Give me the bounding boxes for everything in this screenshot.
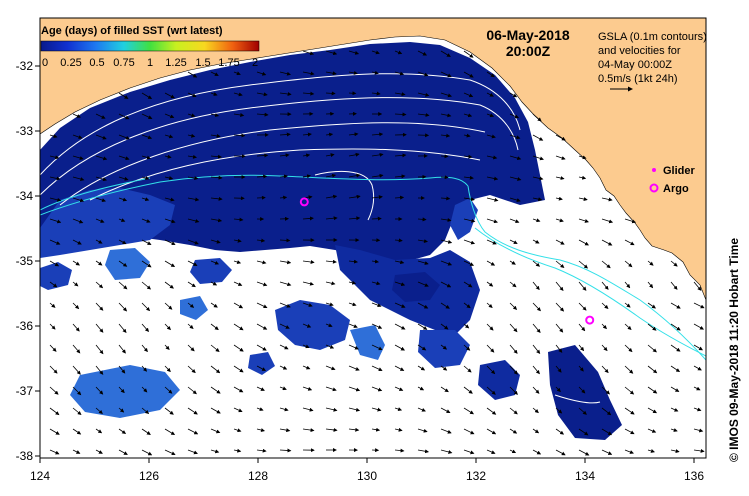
gsla-line: 0.5m/s (1kt 24h): [598, 73, 677, 85]
legend-title: Age (days) of filled SST (wrt latest): [41, 25, 223, 37]
x-tick-label: 130: [357, 469, 377, 483]
glider-label: Glider: [663, 165, 696, 177]
legend-colorbar: [41, 41, 259, 51]
x-tick-label: 128: [248, 469, 268, 483]
credit-text: © IMOS 09-May-2018 11:20 Hobart Time: [727, 238, 741, 462]
legend-tick: 1.5: [195, 57, 210, 69]
y-axis: -32 -33 -34 -35 -36 -37 -38: [16, 59, 40, 463]
map-time: 20:00Z: [506, 43, 551, 59]
velocity-arrow: [349, 93, 356, 94]
y-tick-label: -32: [16, 59, 34, 73]
gsla-line: 04-May 00:00Z: [598, 59, 672, 71]
x-tick-label: 134: [575, 469, 595, 483]
y-tick-label: -38: [16, 449, 34, 463]
legend-tick: 0: [42, 57, 48, 69]
y-tick-label: -35: [16, 254, 34, 268]
velocity-arrow: [372, 219, 381, 220]
velocity-arrow: [441, 156, 448, 157]
legend-tick: 1: [147, 57, 153, 69]
x-axis: 124 126 128 130 132 134 136: [30, 458, 704, 483]
legend-tick: 0.25: [60, 57, 81, 69]
argo-label: Argo: [663, 183, 689, 195]
legend-tick: 0.5: [89, 57, 104, 69]
gsla-line: GSLA (0.1m contours): [598, 31, 707, 43]
gsla-line: and velocities for: [598, 45, 681, 57]
y-tick-label: -33: [16, 124, 34, 138]
x-tick-label: 132: [466, 469, 486, 483]
map-date: 06-May-2018: [486, 27, 569, 43]
glider-icon: [652, 168, 656, 172]
y-tick-label: -34: [16, 189, 34, 203]
x-tick-label: 126: [139, 469, 159, 483]
y-tick-label: -36: [16, 319, 34, 333]
legend-tick: 2: [252, 57, 258, 69]
x-tick-label: 124: [30, 469, 50, 483]
legend-tick: 0.75: [113, 57, 134, 69]
sst-map-figure: 124 126 128 130 132 134 136 -32 -33 -34 …: [0, 0, 749, 496]
legend-tick: 1.25: [165, 57, 186, 69]
legend-tick: 1.75: [218, 57, 239, 69]
x-tick-label: 136: [684, 469, 704, 483]
y-tick-label: -37: [16, 384, 34, 398]
